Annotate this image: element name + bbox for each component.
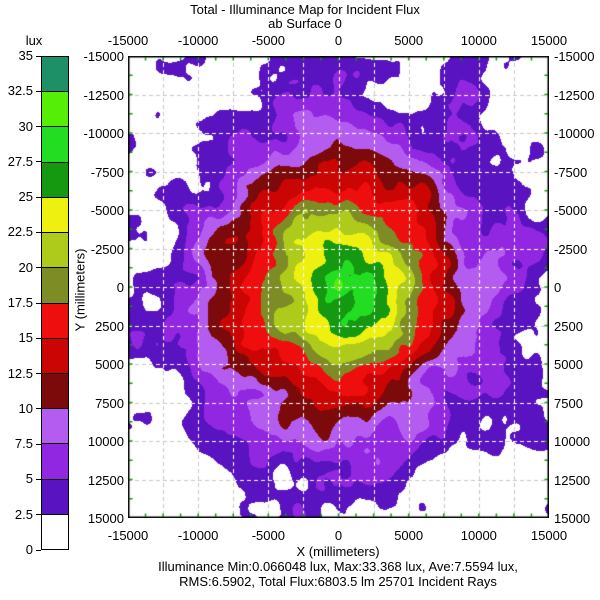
colorbar-tick-mark (36, 196, 41, 198)
x-tick-label-top: 10000 (460, 33, 497, 48)
colorbar-band (42, 479, 68, 515)
colorbar-tick-label: 32.5 (7, 83, 33, 99)
y-tick-label-left: 15000 (87, 511, 124, 526)
colorbar-tick-mark (36, 337, 41, 339)
y-tick-label-right: 0 (554, 280, 562, 295)
y-tick-label-left: 2500 (95, 318, 124, 334)
y-tick-label-left: -7500 (90, 164, 124, 180)
colorbar-tick-label: 12.5 (7, 365, 33, 381)
x-tick-label-top: -10000 (177, 33, 219, 48)
colorbar-band (42, 127, 68, 163)
x-tick-label-bottom: -5000 (251, 528, 285, 543)
colorbar-tick-mark (36, 302, 41, 304)
y-tick-label-left: -12500 (83, 87, 124, 103)
x-tick-label-top: 5000 (394, 33, 424, 48)
y-tick-label-right: 5000 (554, 357, 583, 372)
colorbar-tick-mark (36, 126, 41, 128)
y-tick-label-left: -2500 (90, 241, 124, 257)
colorbar-tick-label: 17.5 (7, 295, 33, 310)
x-tick-label-bottom: 0 (334, 528, 343, 543)
colorbar-tick-label: 27.5 (7, 153, 33, 169)
colorbar-unit-label: lux (25, 33, 43, 48)
x-tick-label-bottom: 15000 (530, 528, 568, 543)
colorbar-band (42, 373, 68, 410)
x-tick-label-top: -15000 (107, 33, 149, 48)
chart-title: Total - Illuminance Map for Incident Flu… (190, 2, 420, 17)
colorbar-band (42, 303, 68, 339)
x-axis-label: X (millimeters) (296, 544, 380, 559)
colorbar-band (42, 514, 68, 550)
y-tick-label-right: -5000 (554, 203, 588, 218)
colorbar-tick-mark (36, 161, 41, 163)
colorbar-band (42, 409, 68, 445)
y-tick-label-left: 12500 (87, 472, 124, 488)
colorbar-tick-mark (36, 478, 41, 480)
colorbar-tick-label: 35 (18, 48, 33, 63)
colorbar-tick-label: 10 (18, 400, 33, 416)
x-tick-label-bottom: 10000 (460, 528, 497, 543)
chart-subtitle: ab Surface 0 (268, 16, 342, 31)
x-tick-label-bottom: -15000 (107, 528, 149, 543)
colorbar-tick-label: 22.5 (7, 224, 33, 240)
colorbar-band (42, 162, 68, 198)
colorbar-tick-label: 20 (18, 259, 33, 275)
colorbar-tick-mark (36, 373, 41, 375)
y-tick-label-left: -15000 (83, 49, 124, 64)
y-tick-label-left: 7500 (95, 395, 124, 411)
x-tick-label-top: 15000 (530, 33, 568, 48)
colorbar-tick-mark (36, 514, 41, 516)
colorbar-tick-label: 0 (25, 542, 33, 557)
colorbar-band (42, 444, 68, 480)
colorbar-tick-mark (36, 549, 41, 551)
y-tick-label-right: -12500 (554, 87, 595, 103)
x-tick-label-top: 0 (334, 33, 343, 48)
stats-line-1: Illuminance Min:0.066048 lux, Max:33.368… (158, 559, 518, 574)
y-tick-label-left: 10000 (87, 434, 124, 449)
colorbar-band (42, 57, 68, 93)
y-tick-label-left: -5000 (90, 203, 124, 218)
colorbar-tick-label: 30 (18, 118, 33, 134)
y-tick-label-left: 5000 (95, 357, 124, 372)
colorbar-tick-label: 2.5 (14, 506, 33, 522)
y-tick-label-right: 7500 (554, 395, 583, 411)
colorbar-band (42, 338, 68, 374)
y-tick-label-right: 2500 (554, 318, 583, 334)
colorbar-band (42, 92, 68, 128)
y-tick-label-right: 15000 (554, 511, 591, 526)
colorbar-tick-label: 5 (25, 471, 33, 487)
colorbar-tick-label: 15 (18, 330, 33, 346)
colorbar-tick-mark (36, 443, 41, 445)
colorbar-tick-mark (36, 231, 41, 233)
colorbar-tick-label: 25 (18, 189, 33, 205)
y-tick-label-right: -15000 (554, 49, 595, 64)
illuminance-heatmap-canvas (128, 56, 549, 518)
colorbar-band (42, 197, 68, 234)
y-tick-label-right: -2500 (554, 241, 588, 257)
y-tick-label-right: 12500 (554, 472, 591, 488)
x-tick-label-bottom: 5000 (394, 528, 424, 543)
y-tick-label-right: -10000 (554, 126, 595, 141)
colorbar-tick-mark (36, 90, 41, 92)
colorbar-tick-mark (36, 267, 41, 269)
colorbar-band (42, 268, 68, 304)
x-tick-label-bottom: -10000 (177, 528, 219, 543)
colorbar-tick-mark (36, 55, 41, 57)
y-tick-label-right: -7500 (554, 164, 588, 180)
y-tick-label-left: -10000 (83, 126, 124, 141)
y-tick-label-left: 0 (116, 280, 124, 295)
x-tick-label-top: -5000 (251, 33, 285, 48)
colorbar-band (42, 233, 68, 269)
stats-line-2: RMS:6.5902, Total Flux:6803.5 lm 25701 I… (179, 574, 497, 589)
colorbar-tick-label: 7.5 (14, 436, 33, 452)
y-tick-label-right: 10000 (554, 434, 591, 449)
colorbar-tick-mark (36, 408, 41, 410)
colorbar (41, 56, 69, 550)
